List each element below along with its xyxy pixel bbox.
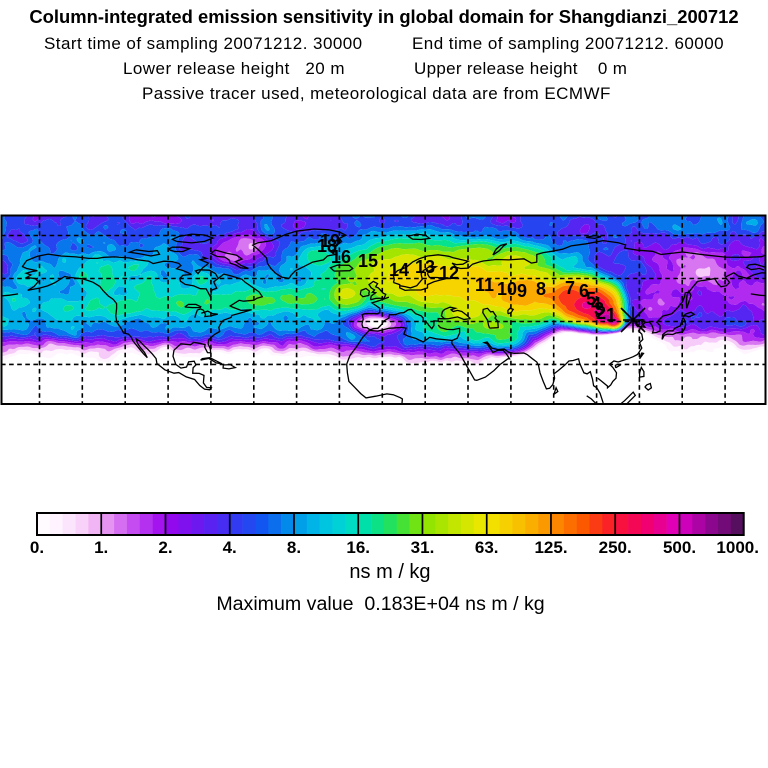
svg-text:1.: 1. — [94, 538, 108, 557]
svg-text:1: 1 — [606, 305, 616, 325]
svg-text:12: 12 — [439, 263, 459, 283]
svg-text:11: 11 — [475, 275, 494, 295]
svg-text:250.: 250. — [599, 538, 632, 557]
svg-text:9: 9 — [517, 281, 527, 301]
svg-text:500.: 500. — [663, 538, 696, 557]
svg-text:31.: 31. — [411, 538, 435, 557]
svg-text:63.: 63. — [475, 538, 499, 557]
svg-text:2.: 2. — [158, 538, 172, 557]
svg-text:14: 14 — [389, 260, 409, 280]
svg-text:18: 18 — [317, 236, 337, 256]
svg-text:0.: 0. — [30, 538, 44, 557]
svg-text:6: 6 — [579, 281, 589, 301]
svg-text:15: 15 — [358, 251, 378, 271]
svg-text:13: 13 — [415, 257, 435, 277]
svg-text:1000.: 1000. — [716, 538, 759, 557]
svg-text:16: 16 — [331, 247, 351, 267]
svg-text:5: 5 — [586, 289, 596, 309]
svg-text:7: 7 — [565, 278, 575, 298]
svg-text:125.: 125. — [534, 538, 567, 557]
svg-text:Maximum value 0.183E+04 ns m: Maximum value 0.183E+04 ns m / kg — [216, 593, 544, 615]
svg-text:8.: 8. — [287, 538, 301, 557]
svg-text:8: 8 — [536, 279, 546, 299]
svg-text:19: 19 — [320, 231, 340, 251]
svg-text:4: 4 — [591, 294, 601, 314]
svg-text:16.: 16. — [346, 538, 370, 557]
svg-text:4.: 4. — [223, 538, 237, 557]
svg-text:3: 3 — [594, 299, 604, 319]
svg-text:ns m / kg: ns m / kg — [349, 561, 430, 583]
svg-text:10: 10 — [497, 279, 517, 299]
svg-text:2: 2 — [596, 303, 606, 323]
